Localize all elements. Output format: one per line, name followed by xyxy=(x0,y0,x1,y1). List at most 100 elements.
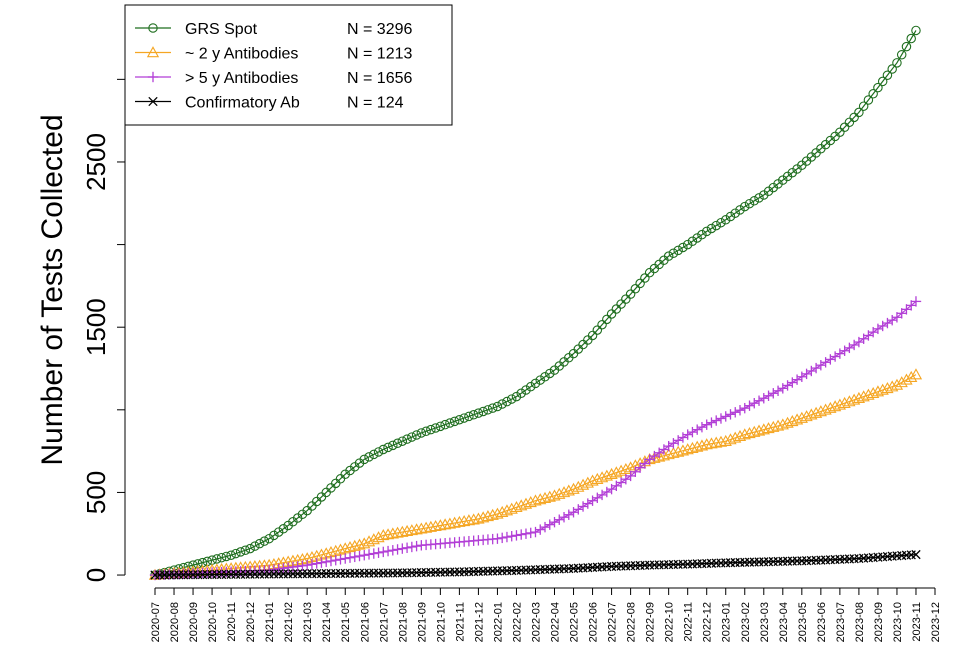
data-point xyxy=(691,424,703,435)
data-point xyxy=(725,211,736,222)
data-point xyxy=(349,551,360,563)
data-point xyxy=(387,545,399,556)
data-point xyxy=(844,342,855,354)
data-point xyxy=(278,524,289,534)
data-point xyxy=(264,533,274,544)
data-point xyxy=(844,117,855,128)
data-point xyxy=(483,405,493,415)
data-point xyxy=(419,521,433,533)
data-point xyxy=(525,527,536,539)
data-point xyxy=(687,236,698,247)
x-tick-label: 2023-10 xyxy=(892,602,904,642)
data-point xyxy=(900,373,913,385)
x-tick-label: 2022-09 xyxy=(645,602,657,642)
data-point xyxy=(549,516,560,528)
x-tick-label: 2022-05 xyxy=(569,602,581,642)
data-point xyxy=(886,380,899,392)
data-point xyxy=(616,299,626,309)
data-point xyxy=(738,428,751,440)
legend-count: N = 1213 xyxy=(347,46,412,63)
data-point xyxy=(348,539,361,551)
data-point xyxy=(369,449,379,460)
data-point xyxy=(573,504,584,515)
data-point xyxy=(586,474,599,486)
data-point xyxy=(640,273,650,283)
x-tick-label: 2022-10 xyxy=(664,602,676,642)
data-point xyxy=(610,466,623,478)
data-point xyxy=(353,538,366,550)
data-point xyxy=(358,537,371,549)
data-point xyxy=(748,425,761,437)
data-point xyxy=(686,441,699,453)
data-point xyxy=(411,430,422,440)
data-point xyxy=(424,520,437,532)
data-point xyxy=(335,554,346,565)
data-point xyxy=(273,527,284,537)
data-point xyxy=(848,393,861,405)
data-point xyxy=(487,403,498,413)
x-tick-label: 2022-06 xyxy=(588,602,600,642)
data-point xyxy=(754,193,764,203)
data-point xyxy=(245,543,255,554)
legend-item: GRS Spot N = 3296 xyxy=(135,21,412,38)
data-point xyxy=(777,383,789,394)
data-point xyxy=(786,415,799,427)
data-point xyxy=(810,362,822,374)
data-point xyxy=(724,433,737,445)
data-point xyxy=(538,491,552,503)
data-point xyxy=(714,435,728,447)
data-point xyxy=(416,428,427,438)
data-point xyxy=(892,58,902,68)
data-point xyxy=(791,374,803,385)
legend-label: ~ 2 y Antibodies xyxy=(185,46,298,63)
legend-box xyxy=(124,4,453,126)
data-point xyxy=(364,452,374,462)
data-point xyxy=(692,233,702,243)
data-point xyxy=(391,526,404,538)
data-point xyxy=(877,320,888,332)
data-point xyxy=(530,378,541,389)
data-point xyxy=(359,454,370,465)
data-point xyxy=(516,529,527,540)
x-tick-label: 2021-08 xyxy=(397,602,409,642)
x-tick-label: 2020-09 xyxy=(188,602,200,642)
data-point xyxy=(739,402,750,414)
data-point xyxy=(511,530,522,541)
data-point xyxy=(687,426,698,438)
x-tick-label: 2022-01 xyxy=(492,602,504,642)
data-point xyxy=(496,505,509,518)
data-point xyxy=(895,376,908,388)
data-point xyxy=(787,377,798,388)
x-tick-label: 2020-12 xyxy=(245,602,257,642)
data-point xyxy=(406,541,418,553)
data-point xyxy=(749,196,760,206)
data-point xyxy=(501,531,513,543)
data-point xyxy=(449,416,460,427)
data-point xyxy=(540,372,550,382)
data-point xyxy=(481,510,495,522)
x-tick-label: 2021-10 xyxy=(435,602,447,642)
data-point xyxy=(496,532,508,544)
data-point xyxy=(524,496,537,508)
legend-label: GRS Spot xyxy=(185,21,258,38)
data-point xyxy=(697,229,707,240)
series-confirmatory-ab xyxy=(150,549,921,580)
data-point xyxy=(577,501,589,512)
data-point xyxy=(378,546,389,558)
data-point xyxy=(795,411,808,423)
data-point xyxy=(529,494,542,506)
y-tick-label: 0 xyxy=(81,568,111,582)
data-point xyxy=(521,385,531,395)
data-point xyxy=(591,472,604,484)
data-point xyxy=(572,480,585,492)
legend-item: > 5 y Antibodies N = 1656 xyxy=(135,70,412,87)
data-point xyxy=(502,396,512,407)
data-point xyxy=(254,538,265,549)
data-point xyxy=(443,517,457,529)
data-point xyxy=(705,437,718,449)
data-point xyxy=(700,438,713,450)
data-point xyxy=(486,508,499,520)
data-point xyxy=(148,23,158,33)
data-point xyxy=(602,314,612,325)
